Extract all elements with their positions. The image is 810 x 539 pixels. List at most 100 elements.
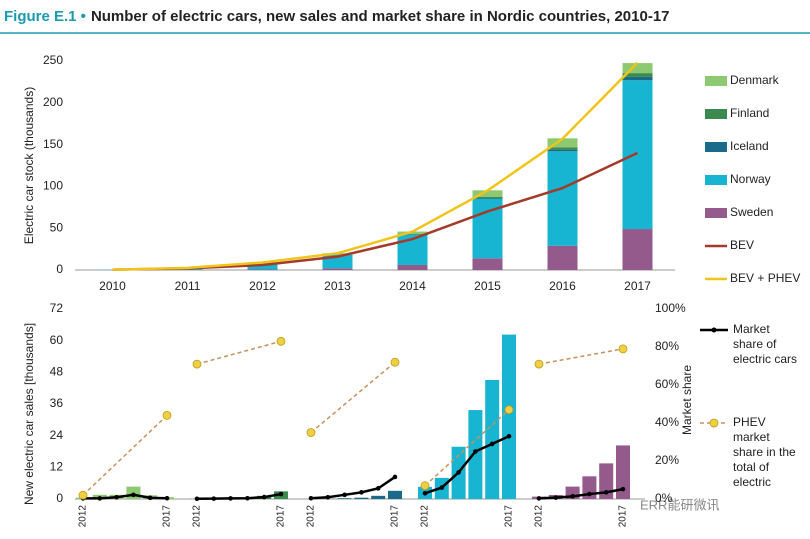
bar-segment xyxy=(622,229,653,270)
x-tick-label: 2017 xyxy=(162,505,173,528)
phev-line xyxy=(310,361,396,434)
bar xyxy=(337,498,352,499)
legend-swatch xyxy=(705,142,727,152)
phev-line xyxy=(82,414,168,496)
y-tick-label: 24 xyxy=(50,428,64,442)
phev-point xyxy=(162,410,172,420)
bar xyxy=(616,445,630,499)
bar-segment xyxy=(622,63,653,74)
x-tick-label: 2012 xyxy=(249,279,276,293)
share-point xyxy=(194,496,200,502)
x-tick-label: 2012 xyxy=(534,505,545,528)
y2-tick-label: 20% xyxy=(655,453,679,467)
share-point xyxy=(97,496,103,501)
share-point xyxy=(131,492,136,498)
share-line xyxy=(538,487,624,500)
y-tick-label: 12 xyxy=(50,460,64,474)
share-point xyxy=(587,491,592,497)
bar-segment xyxy=(397,264,428,270)
bar-segment xyxy=(472,190,503,198)
legend-label: Market share of electric cars xyxy=(733,322,798,366)
legend-swatch xyxy=(711,327,717,333)
y-tick-label: 0 xyxy=(56,262,63,276)
legend-swatch xyxy=(705,208,727,218)
x-tick-label: 2017 xyxy=(390,505,401,528)
x-tick-label: 2015 xyxy=(474,279,501,293)
bar xyxy=(371,495,386,499)
share-point xyxy=(342,492,347,498)
bar-segment xyxy=(322,268,353,270)
y2-tick-label: 60% xyxy=(655,377,679,391)
y2-tick-label: 0% xyxy=(655,491,673,505)
x-tick-label: 2010 xyxy=(99,279,126,293)
y-tick-label: 50 xyxy=(50,220,64,234)
share-line xyxy=(310,475,396,500)
bar xyxy=(599,463,614,499)
phev-line xyxy=(538,348,624,365)
x-tick-label: 2013 xyxy=(324,279,351,293)
y2-tick-label: 40% xyxy=(655,415,679,429)
x-tick-label: 2012 xyxy=(306,505,317,528)
y-tick-label: 150 xyxy=(43,137,63,151)
share-point xyxy=(147,495,153,501)
bar-segment xyxy=(247,263,278,270)
legend-label: Norway xyxy=(730,172,771,186)
phev-point xyxy=(534,359,544,369)
share-line xyxy=(196,492,282,501)
legend-label: BEV + PHEV xyxy=(730,271,800,285)
y-axis-title: New electric car sales [thousands] xyxy=(22,323,36,505)
bar xyxy=(388,490,402,499)
bar-segment xyxy=(472,258,503,270)
bar-segment xyxy=(547,147,578,150)
share-point xyxy=(456,470,461,475)
share-point xyxy=(261,494,267,500)
bar xyxy=(468,410,483,499)
legend-label: Denmark xyxy=(730,73,780,87)
share-point xyxy=(245,495,250,501)
share-point xyxy=(536,496,542,501)
phev-point xyxy=(618,344,628,354)
share-point xyxy=(506,434,512,439)
bar-segment xyxy=(622,80,653,230)
phev-line xyxy=(424,409,510,487)
legend-label: BEV xyxy=(730,238,754,252)
legend-label: Iceland xyxy=(730,139,769,153)
x-tick-label: 2016 xyxy=(549,279,576,293)
figure-label: Figure E.1 • xyxy=(4,8,86,25)
bar xyxy=(502,334,516,499)
phev-point xyxy=(78,490,88,500)
share-point xyxy=(489,441,495,447)
y-tick-label: 0 xyxy=(56,491,63,505)
legend-label: Finland xyxy=(730,106,769,120)
share-point xyxy=(211,496,217,501)
share-point xyxy=(164,495,170,501)
bar-segment xyxy=(622,73,653,77)
x-tick-label: 2011 xyxy=(175,279,201,293)
share-point xyxy=(603,490,609,495)
share-point xyxy=(620,486,626,492)
share-point xyxy=(359,490,364,495)
x-tick-label: 2012 xyxy=(420,505,431,528)
bar-segment xyxy=(547,151,578,246)
bar-segment xyxy=(547,245,578,270)
share-point xyxy=(228,496,233,501)
y2-tick-label: 100% xyxy=(655,301,686,315)
y-tick-label: 60 xyxy=(50,333,64,347)
x-tick-label: 2017 xyxy=(624,279,651,293)
legend-swatch xyxy=(705,175,727,185)
legend-swatch xyxy=(705,109,727,119)
x-tick-label: 2017 xyxy=(276,505,287,528)
share-point xyxy=(553,495,559,500)
watermark: ERR能研微讯 xyxy=(640,497,719,512)
x-tick-label: 2017 xyxy=(504,505,515,528)
phev-point xyxy=(420,481,430,491)
bar-segment xyxy=(547,149,578,152)
x-tick-label: 2017 xyxy=(618,505,629,528)
x-tick-label: 2012 xyxy=(78,505,89,528)
share-point xyxy=(392,474,398,480)
share-line xyxy=(83,493,168,500)
x-tick-label: 2012 xyxy=(192,505,203,528)
y-tick-label: 72 xyxy=(50,301,64,315)
share-point xyxy=(278,491,284,497)
